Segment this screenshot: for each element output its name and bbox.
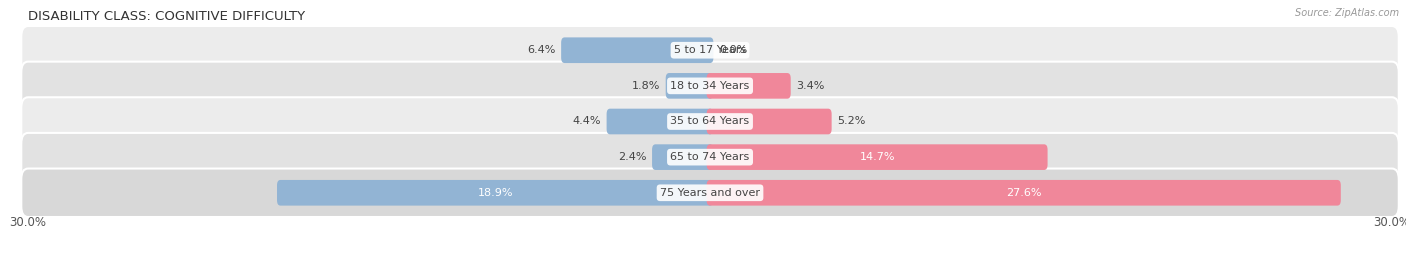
Text: 5 to 17 Years: 5 to 17 Years xyxy=(673,45,747,55)
Text: 18 to 34 Years: 18 to 34 Years xyxy=(671,81,749,91)
FancyBboxPatch shape xyxy=(606,109,713,134)
Text: 4.4%: 4.4% xyxy=(572,116,600,127)
FancyBboxPatch shape xyxy=(21,133,1399,181)
FancyBboxPatch shape xyxy=(21,168,1399,217)
FancyBboxPatch shape xyxy=(665,73,713,99)
Text: 27.6%: 27.6% xyxy=(1005,188,1042,198)
FancyBboxPatch shape xyxy=(707,73,790,99)
Text: 5.2%: 5.2% xyxy=(838,116,866,127)
Text: 75 Years and over: 75 Years and over xyxy=(659,188,761,198)
Text: Source: ZipAtlas.com: Source: ZipAtlas.com xyxy=(1295,8,1399,18)
Text: 35 to 64 Years: 35 to 64 Years xyxy=(671,116,749,127)
Text: 14.7%: 14.7% xyxy=(859,152,894,162)
FancyBboxPatch shape xyxy=(707,144,1047,170)
Text: 0.0%: 0.0% xyxy=(718,45,748,55)
Text: 2.4%: 2.4% xyxy=(617,152,647,162)
Text: 3.4%: 3.4% xyxy=(796,81,825,91)
FancyBboxPatch shape xyxy=(652,144,713,170)
FancyBboxPatch shape xyxy=(277,180,713,206)
FancyBboxPatch shape xyxy=(707,109,831,134)
Text: 6.4%: 6.4% xyxy=(527,45,555,55)
FancyBboxPatch shape xyxy=(707,180,1341,206)
FancyBboxPatch shape xyxy=(561,37,713,63)
FancyBboxPatch shape xyxy=(21,26,1399,75)
Text: DISABILITY CLASS: COGNITIVE DIFFICULTY: DISABILITY CLASS: COGNITIVE DIFFICULTY xyxy=(28,11,305,23)
FancyBboxPatch shape xyxy=(21,62,1399,110)
Text: 1.8%: 1.8% xyxy=(631,81,659,91)
Text: 18.9%: 18.9% xyxy=(478,188,513,198)
Text: 65 to 74 Years: 65 to 74 Years xyxy=(671,152,749,162)
FancyBboxPatch shape xyxy=(21,97,1399,146)
